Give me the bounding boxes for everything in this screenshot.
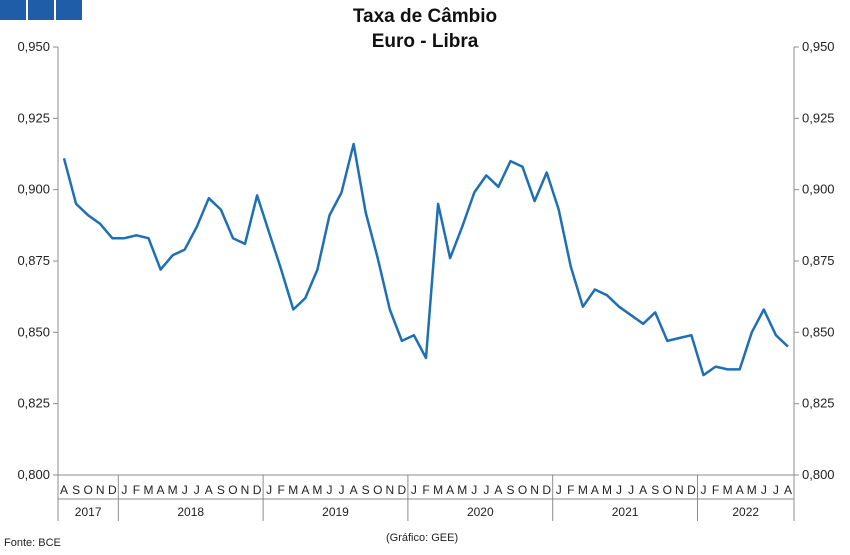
x-month-label: M [602, 483, 612, 497]
y-tick-label-right: 0,825 [802, 396, 835, 411]
x-month-label: S [362, 483, 370, 497]
x-month-label: F [133, 483, 140, 497]
x-month-label: J [701, 483, 707, 497]
x-month-label: F [278, 483, 285, 497]
x-month-label: A [784, 483, 792, 497]
x-month-label: J [761, 483, 767, 497]
x-month-label: A [301, 483, 309, 497]
y-tick-label-right: 0,850 [802, 324, 835, 339]
axes [53, 46, 799, 521]
x-month-label: J [628, 483, 634, 497]
x-month-label: A [591, 483, 599, 497]
x-month-label: A [157, 483, 165, 497]
x-month-label: J [773, 483, 779, 497]
y-tick-label-right: 0,800 [802, 467, 835, 482]
x-month-label: A [205, 483, 213, 497]
y-tick-label-left: 0,850 [17, 324, 50, 339]
y-tick-label-left: 0,875 [17, 253, 50, 268]
x-month-label: J [266, 483, 272, 497]
x-month-label: M [433, 483, 443, 497]
x-month-label: N [530, 483, 539, 497]
logo-square-3 [56, 0, 82, 20]
x-month-label: J [556, 483, 562, 497]
x-month-label: M [723, 483, 733, 497]
y-tick-label-right: 0,925 [802, 110, 835, 125]
x-month-label: N [385, 483, 394, 497]
x-month-label: J [471, 483, 477, 497]
y-tick-label-right: 0,875 [802, 253, 835, 268]
x-year-label: 2022 [732, 505, 759, 519]
x-year-label: 2019 [322, 505, 349, 519]
x-month-label: F [567, 483, 574, 497]
series-line [62, 142, 789, 377]
y-tick-label-left: 0,825 [17, 396, 50, 411]
x-month-label: J [326, 483, 332, 497]
x-month-label: O [373, 483, 382, 497]
x-month-label: D [253, 483, 262, 497]
brand-logo [0, 0, 82, 20]
x-month-label: S [506, 483, 514, 497]
x-month-label: J [194, 483, 200, 497]
y-tick-label-right: 0,900 [802, 182, 835, 197]
x-month-label: S [217, 483, 225, 497]
x-month-label: N [241, 483, 250, 497]
y-tick-label-left: 0,950 [17, 39, 50, 54]
x-month-label: M [168, 483, 178, 497]
x-month-label: A [736, 483, 744, 497]
chart-subtitle: Euro - Libra [371, 31, 479, 52]
x-month-label: M [578, 483, 588, 497]
source-note: Fonte: BCE [4, 537, 61, 549]
x-year-label: 2020 [467, 505, 494, 519]
x-month-label: M [288, 483, 298, 497]
x-month-label: F [712, 483, 719, 497]
x-month-label: O [663, 483, 672, 497]
axis-labels: 0,800 0,800 0,825 0,825 0,850 0,850 0,875 0,875… [17, 39, 834, 519]
x-month-label: M [312, 483, 322, 497]
x-month-label: D [108, 483, 117, 497]
x-month-label: J [339, 483, 345, 497]
x-month-label: D [687, 483, 696, 497]
x-year-label: 2017 [75, 505, 102, 519]
x-month-label: D [398, 483, 407, 497]
chart-title: Taxa de Câmbio [352, 6, 498, 27]
x-year-label: 2018 [177, 505, 204, 519]
chart-credit: (Gráfico: GEE) [386, 532, 459, 544]
x-month-label: A [446, 483, 454, 497]
x-month-label: M [747, 483, 757, 497]
y-tick-label-right: 0,950 [802, 39, 835, 54]
x-month-label: O [83, 483, 92, 497]
series-layer [62, 142, 789, 377]
x-month-label: A [639, 483, 647, 497]
y-tick-label-left: 0,925 [17, 110, 50, 125]
x-year-label: 2021 [612, 505, 639, 519]
x-month-label: M [457, 483, 467, 497]
logo-square-2 [28, 0, 54, 20]
x-month-label: J [121, 483, 127, 497]
x-month-label: O [518, 483, 527, 497]
x-month-label: M [143, 483, 153, 497]
x-month-label: S [651, 483, 659, 497]
x-month-label: J [483, 483, 489, 497]
x-month-label: D [542, 483, 551, 497]
x-month-label: J [411, 483, 417, 497]
x-month-label: J [182, 483, 188, 497]
x-month-label: F [422, 483, 429, 497]
x-month-label: S [72, 483, 80, 497]
x-month-label: J [616, 483, 622, 497]
x-month-label: N [675, 483, 684, 497]
x-month-label: A [60, 483, 68, 497]
logo-square-1 [0, 0, 26, 20]
x-month-label: N [96, 483, 105, 497]
y-tick-label-left: 0,800 [17, 467, 50, 482]
x-month-label: O [228, 483, 237, 497]
x-month-label: A [350, 483, 358, 497]
x-month-label: A [494, 483, 502, 497]
y-tick-label-left: 0,900 [17, 182, 50, 197]
